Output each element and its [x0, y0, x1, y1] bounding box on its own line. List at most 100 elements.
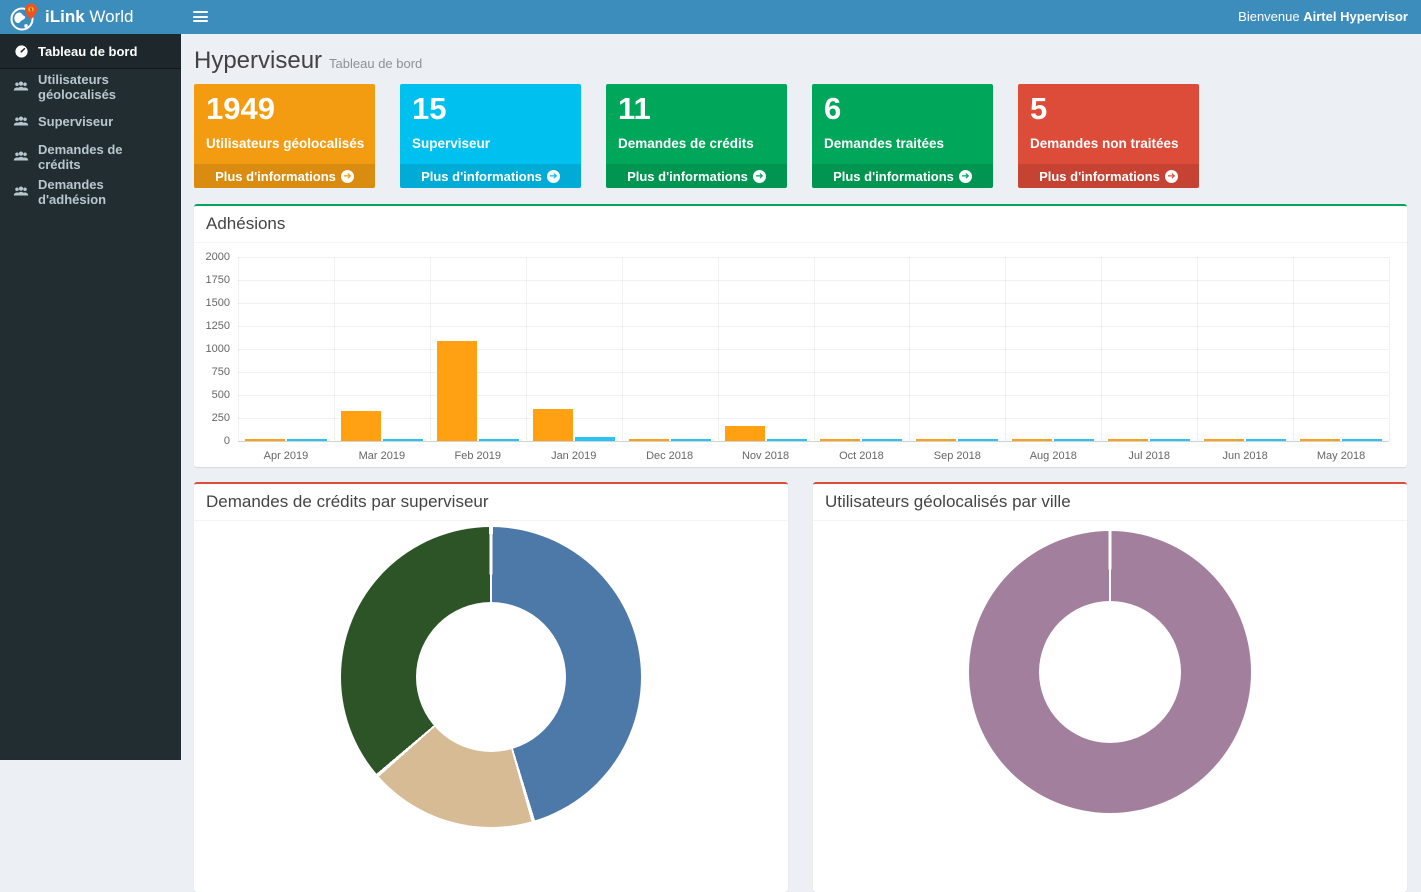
- gridline: [238, 395, 1389, 396]
- sidebar-item-demandes-de-cr-dits[interactable]: Demandes de crédits: [0, 139, 181, 174]
- sidebar-item-utilisateurs-g-olocalis-s[interactable]: Utilisateurs géolocalisés: [0, 69, 181, 104]
- blue-bar: [766, 439, 807, 441]
- stat-value: 15: [412, 91, 447, 126]
- gridline: [621, 257, 623, 441]
- y-axis-tick-label: 1750: [205, 274, 230, 286]
- more-info-label: Plus d'informations: [833, 168, 954, 184]
- stat-card-superviseur: 15 Superviseur Plus d'informations ➜: [400, 84, 581, 188]
- more-info-link[interactable]: Plus d'informations ➜: [400, 164, 581, 188]
- stat-value: 1949: [206, 91, 275, 126]
- stat-value: 5: [1030, 91, 1048, 126]
- x-axis-tick-label: Jan 2019: [551, 450, 597, 462]
- gridline: [1005, 257, 1007, 441]
- more-info-link[interactable]: Plus d'informations ➜: [606, 164, 787, 188]
- sidebar-item-superviseur[interactable]: Superviseur: [0, 104, 181, 139]
- bar-group: [526, 408, 622, 441]
- x-axis-tick-label: May 2018: [1316, 450, 1366, 462]
- blue-bar: [574, 436, 615, 441]
- stat-card-demandes-trait-es: 6 Demandes traitées Plus d'informations ➜: [812, 84, 993, 188]
- app-title: iLink World: [45, 7, 134, 26]
- bar-group: [1101, 438, 1197, 441]
- stat-card-utilisateurs-g-olocalis-s: 1949 Utilisateurs géolocalisés Plus d'info…: [194, 84, 375, 188]
- more-info-link[interactable]: Plus d'informations ➜: [194, 164, 375, 188]
- brand-logo[interactable]: $ iLink World: [0, 0, 181, 34]
- x-axis-tick-label: Sep 2018: [933, 450, 981, 462]
- users-icon: [13, 185, 29, 198]
- gridline: [333, 257, 335, 441]
- bar-group: [814, 438, 910, 441]
- orange-bar: [1012, 438, 1053, 441]
- arrow-circle-right-icon: ➜: [340, 169, 354, 183]
- stat-cards-row: 1949 Utilisateurs géolocalisés Plus d'info…: [194, 84, 1407, 188]
- bar-group: [622, 438, 718, 441]
- more-info-link[interactable]: Plus d'informations ➜: [812, 164, 993, 188]
- y-axis-tick-label: 0: [223, 435, 230, 447]
- globe-pin-logo-icon: $: [10, 3, 37, 31]
- users-icon: [13, 80, 29, 93]
- gridline: [909, 257, 911, 441]
- x-axis-tick-label: Jul 2018: [1128, 450, 1170, 462]
- x-axis-tick-label: Oct 2018: [839, 450, 884, 462]
- more-info-label: Plus d'informations: [627, 168, 748, 184]
- orange-bar: [532, 408, 573, 441]
- gridline: [238, 418, 1389, 419]
- stat-label: Demandes non traitées: [1030, 135, 1179, 151]
- y-axis-tick-label: 1000: [205, 343, 230, 355]
- gridline: [238, 280, 1389, 281]
- gridline: [813, 257, 815, 441]
- blue-bar: [1054, 439, 1095, 441]
- adhesions-chart-card: Adhésions Apr 2019 Mar 2019 Feb 2019 Jan 20…: [194, 204, 1407, 467]
- users-icon: [13, 150, 29, 163]
- orange-bar: [820, 438, 861, 441]
- page-title: Hyperviseur Tableau de bord: [194, 47, 423, 74]
- chart-title: Demandes de crédits par superviseur: [194, 484, 788, 521]
- blue-bar: [286, 439, 327, 441]
- blue-bar: [382, 439, 423, 441]
- x-axis-tick-label: Dec 2018: [646, 450, 694, 462]
- topbar: $ iLink World Bienvenue Airtel Hyperviso…: [0, 0, 1421, 34]
- gridline: [525, 257, 527, 441]
- blue-bar: [958, 439, 999, 441]
- sidebar-item-demandes-d-adh-sion[interactable]: Demandes d'adhésion: [0, 174, 181, 209]
- orange-bar: [628, 438, 669, 441]
- credits-by-supervisor-donut-chart: [341, 527, 641, 827]
- blue-bar: [862, 439, 903, 441]
- arrow-circle-right-icon: ➜: [546, 169, 560, 183]
- bar-group: [1197, 438, 1293, 441]
- more-info-label: Plus d'informations: [215, 168, 336, 184]
- orange-bar: [916, 438, 957, 441]
- arrow-circle-right-icon: ➜: [958, 169, 972, 183]
- stat-label: Superviseur: [412, 135, 491, 151]
- users-by-city-card: Utilisateurs géolocalisés par ville: [813, 482, 1407, 892]
- y-axis-tick-label: 1250: [205, 320, 230, 332]
- y-axis-tick-label: 500: [211, 389, 230, 401]
- gridline: [429, 257, 431, 441]
- bar-group: [430, 340, 526, 441]
- main-content: Hyperviseur Tableau de bord 1949 Utilisate…: [181, 34, 1421, 892]
- dashboard-icon: [13, 44, 29, 59]
- welcome-text: Bienvenue Airtel Hypervisor: [1238, 9, 1408, 24]
- orange-bar: [1300, 438, 1341, 441]
- sidebar-item-tableau-de-bord[interactable]: Tableau de bord: [0, 34, 181, 69]
- gridline: [238, 303, 1389, 304]
- gridline: [238, 349, 1389, 350]
- credits-by-supervisor-card: Demandes de crédits par superviseur: [194, 482, 788, 892]
- chart-title: Adhésions: [194, 206, 1407, 243]
- gridline: [717, 257, 719, 441]
- blue-bar: [1150, 439, 1191, 441]
- users-by-city-donut-chart: [969, 531, 1251, 813]
- sidebar-toggle-button[interactable]: [193, 11, 208, 25]
- blue-bar: [1246, 439, 1287, 441]
- donut-hole: [416, 602, 566, 752]
- sidebar-item-label: Superviseur: [38, 114, 114, 129]
- chart-title: Utilisateurs géolocalisés par ville: [813, 484, 1407, 521]
- gridline: [1197, 257, 1199, 441]
- arrow-circle-right-icon: ➜: [752, 169, 766, 183]
- bar-chart-plot-area: Apr 2019 Mar 2019 Feb 2019 Jan 2019 Dec 2018…: [238, 257, 1390, 462]
- more-info-link[interactable]: Plus d'informations ➜: [1018, 164, 1199, 188]
- y-axis-tick-label: 250: [211, 412, 230, 424]
- users-icon: [13, 115, 29, 128]
- orange-bar: [340, 410, 381, 441]
- sidebar-item-label: Demandes de crédits: [38, 141, 123, 172]
- bar-group: [238, 438, 334, 441]
